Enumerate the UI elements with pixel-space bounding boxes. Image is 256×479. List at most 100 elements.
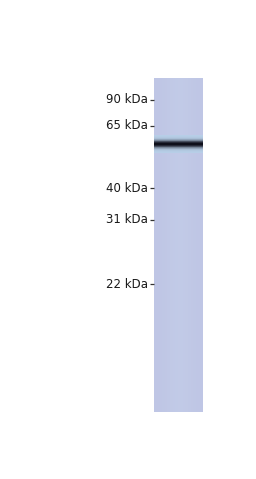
- Bar: [154, 235, 203, 238]
- Bar: [154, 81, 203, 84]
- Bar: [154, 241, 203, 245]
- Bar: [154, 355, 203, 358]
- Bar: [154, 94, 203, 98]
- Bar: [154, 318, 203, 321]
- Bar: [154, 114, 203, 118]
- Bar: [154, 238, 203, 241]
- Bar: [154, 325, 203, 328]
- Bar: [161, 78, 162, 411]
- Bar: [154, 274, 203, 278]
- Bar: [154, 88, 203, 91]
- Bar: [154, 258, 203, 262]
- Bar: [154, 228, 203, 231]
- Bar: [154, 301, 203, 305]
- Bar: [154, 104, 203, 108]
- Bar: [185, 78, 186, 411]
- Text: 90 kDa: 90 kDa: [106, 93, 148, 106]
- Bar: [154, 255, 203, 258]
- Bar: [198, 78, 199, 411]
- Bar: [154, 378, 203, 381]
- Bar: [154, 194, 203, 198]
- Bar: [175, 78, 177, 411]
- Bar: [154, 291, 203, 295]
- Bar: [154, 315, 203, 318]
- Bar: [174, 78, 175, 411]
- Bar: [154, 101, 203, 104]
- Bar: [154, 221, 203, 225]
- Bar: [154, 328, 203, 331]
- Bar: [154, 78, 156, 411]
- Text: 40 kDa: 40 kDa: [106, 182, 148, 195]
- Bar: [154, 141, 203, 145]
- Bar: [195, 78, 196, 411]
- Bar: [169, 78, 170, 411]
- Bar: [154, 388, 203, 391]
- Bar: [154, 165, 203, 168]
- Bar: [154, 365, 203, 368]
- Bar: [154, 155, 203, 158]
- Bar: [154, 181, 203, 184]
- Bar: [196, 78, 198, 411]
- Bar: [154, 272, 203, 274]
- Bar: [182, 78, 183, 411]
- Text: 65 kDa: 65 kDa: [106, 119, 148, 132]
- Bar: [154, 321, 203, 325]
- Bar: [154, 201, 203, 205]
- Bar: [190, 78, 191, 411]
- Bar: [154, 308, 203, 311]
- Bar: [154, 268, 203, 272]
- Bar: [154, 168, 203, 171]
- Bar: [154, 78, 203, 81]
- Bar: [154, 395, 203, 398]
- Bar: [199, 78, 201, 411]
- Bar: [154, 385, 203, 388]
- Bar: [154, 401, 203, 405]
- Bar: [165, 78, 167, 411]
- Bar: [154, 158, 203, 161]
- Bar: [154, 151, 203, 155]
- Bar: [164, 78, 165, 411]
- Bar: [154, 198, 203, 201]
- Bar: [154, 111, 203, 114]
- Bar: [201, 78, 203, 411]
- Text: 31 kDa: 31 kDa: [106, 213, 148, 226]
- Bar: [154, 375, 203, 378]
- Bar: [154, 171, 203, 174]
- Bar: [154, 84, 203, 88]
- Bar: [191, 78, 193, 411]
- Bar: [154, 205, 203, 208]
- Bar: [154, 335, 203, 338]
- Bar: [154, 148, 203, 151]
- Bar: [154, 218, 203, 221]
- Bar: [159, 78, 161, 411]
- Bar: [154, 91, 203, 94]
- Bar: [183, 78, 185, 411]
- Bar: [154, 348, 203, 352]
- Bar: [154, 345, 203, 348]
- Bar: [154, 225, 203, 228]
- Bar: [154, 174, 203, 178]
- Bar: [156, 78, 157, 411]
- Bar: [178, 78, 180, 411]
- Bar: [154, 231, 203, 235]
- Bar: [154, 311, 203, 315]
- Bar: [154, 281, 203, 285]
- Bar: [154, 408, 203, 411]
- Bar: [154, 135, 203, 138]
- Bar: [177, 78, 178, 411]
- Bar: [154, 245, 203, 248]
- Bar: [154, 161, 203, 165]
- Bar: [154, 362, 203, 365]
- Bar: [154, 211, 203, 215]
- Bar: [154, 98, 203, 101]
- Bar: [154, 128, 203, 131]
- Bar: [154, 338, 203, 342]
- Bar: [154, 248, 203, 251]
- Bar: [154, 131, 203, 135]
- Bar: [154, 381, 203, 385]
- Bar: [154, 208, 203, 211]
- Bar: [154, 262, 203, 265]
- Text: 22 kDa: 22 kDa: [106, 278, 148, 291]
- Bar: [154, 145, 203, 148]
- Bar: [154, 121, 203, 125]
